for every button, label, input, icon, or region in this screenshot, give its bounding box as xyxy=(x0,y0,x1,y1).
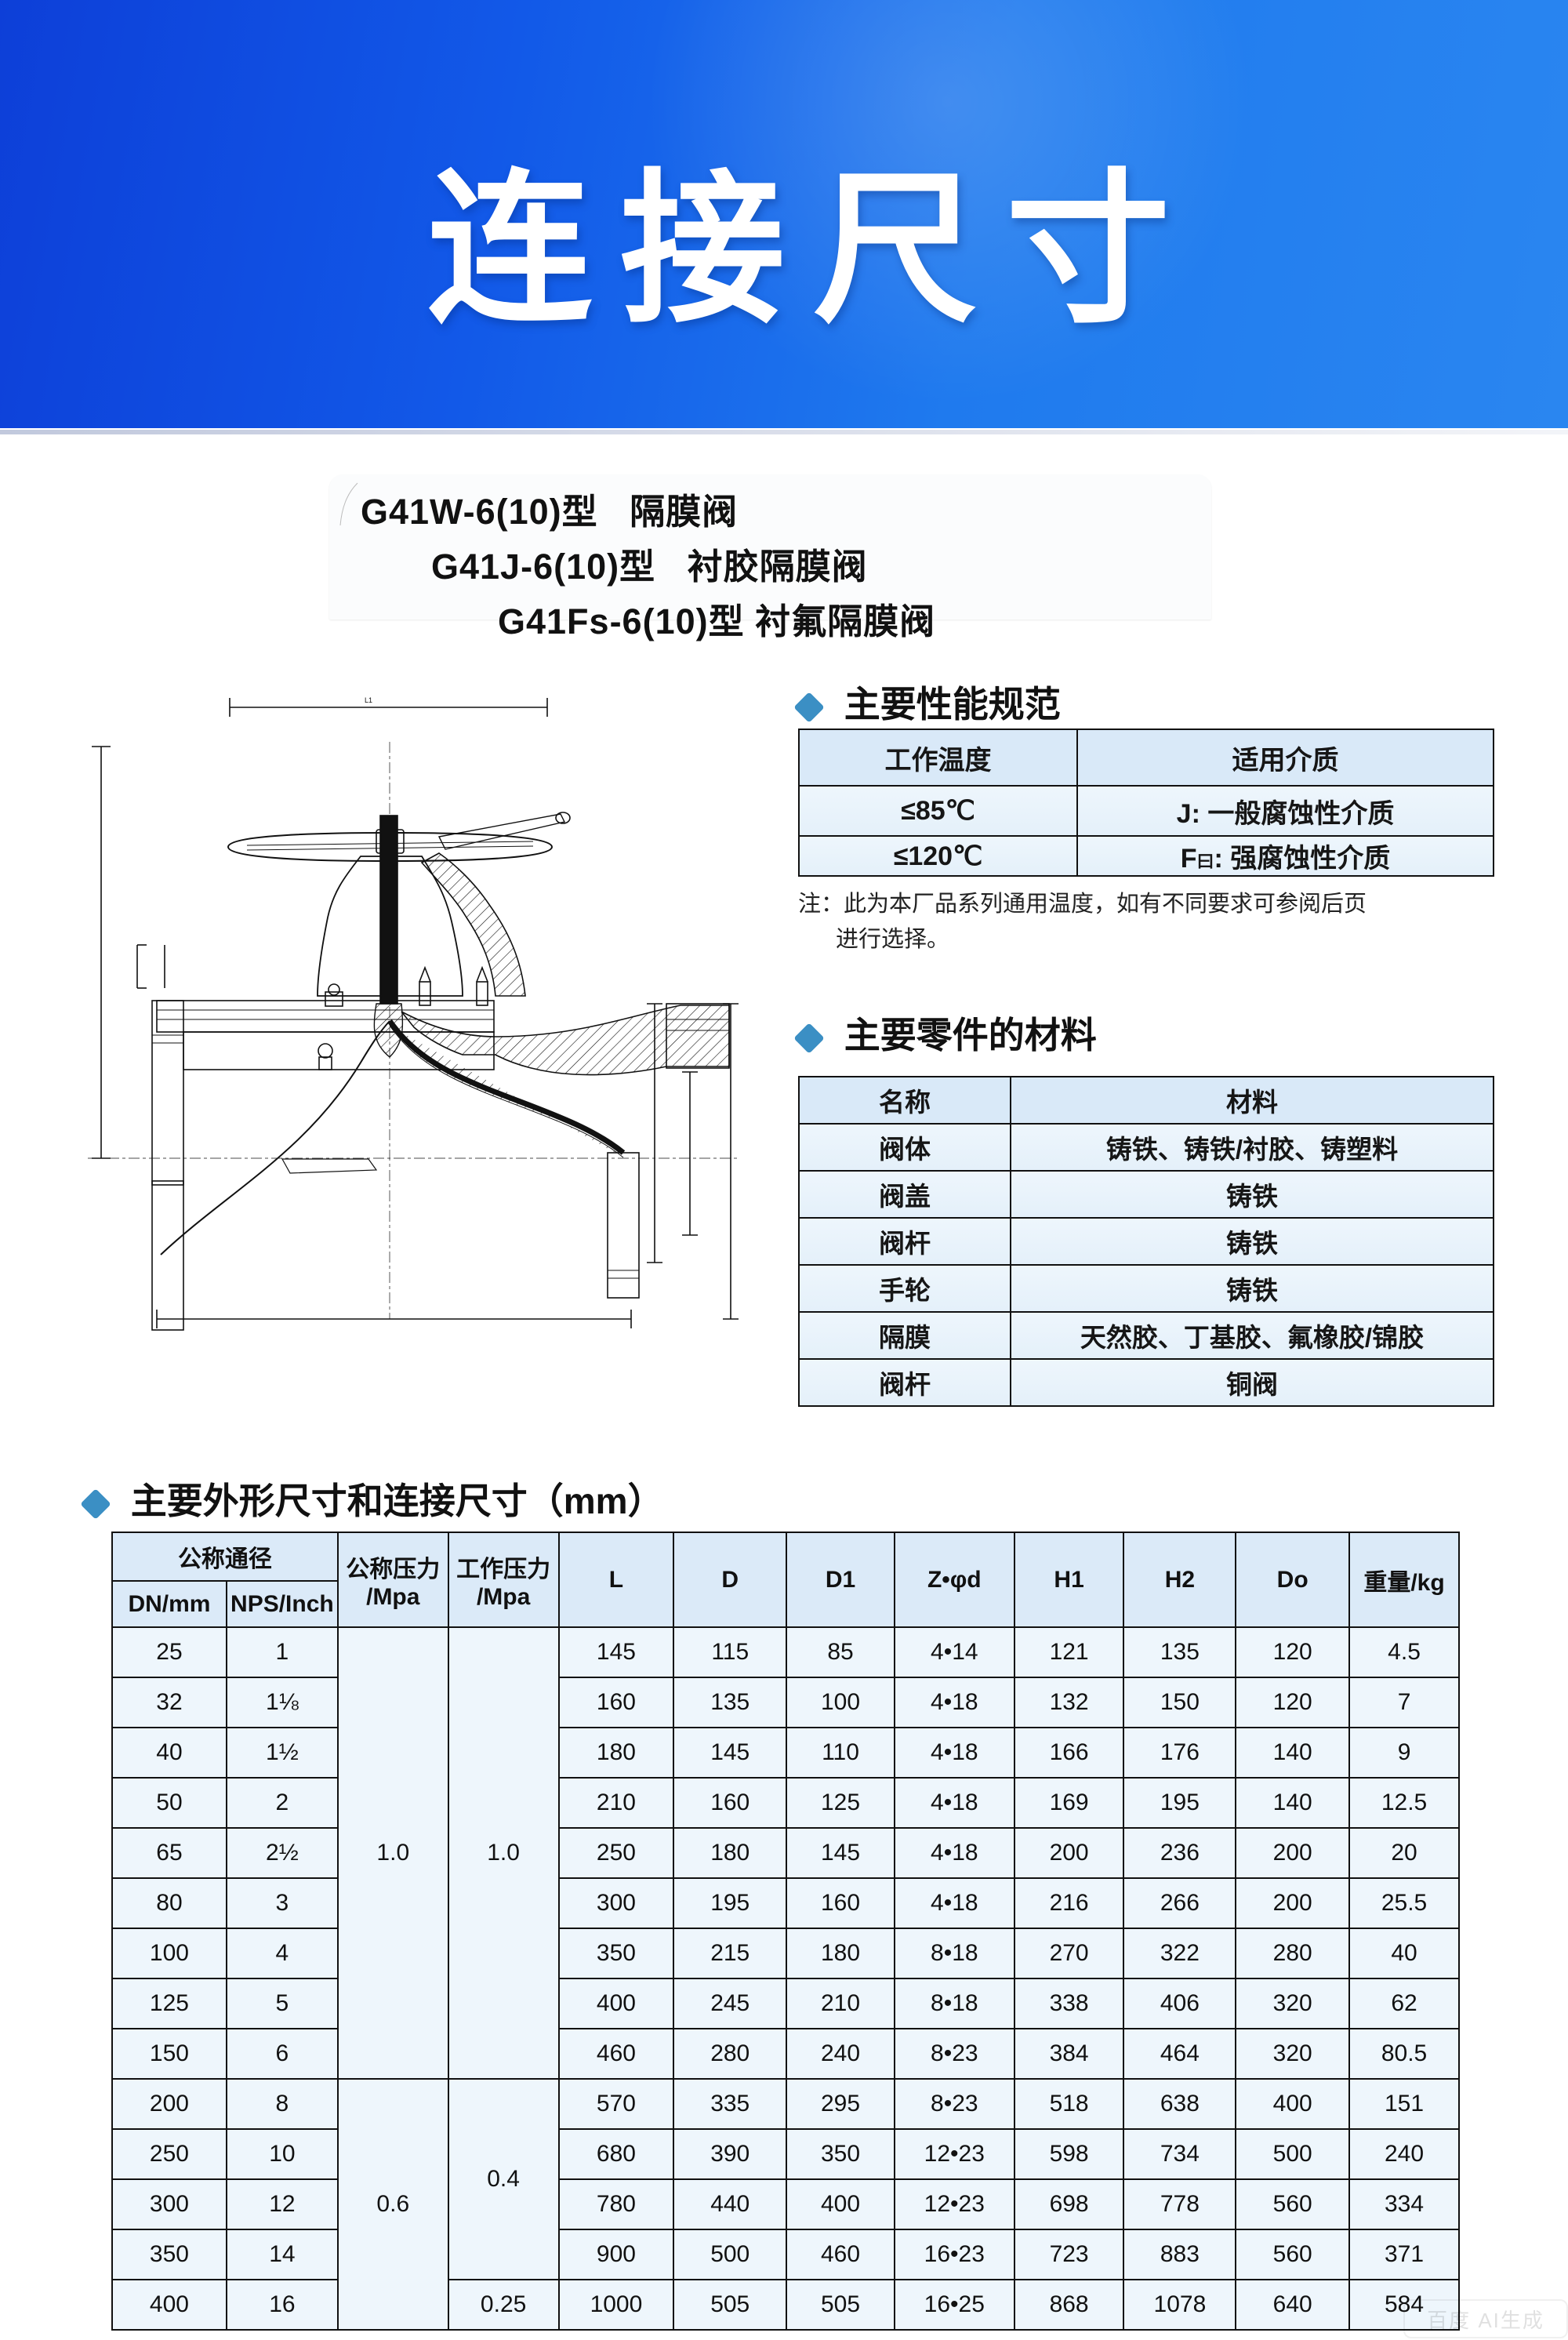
svg-text:L1: L1 xyxy=(365,696,372,704)
